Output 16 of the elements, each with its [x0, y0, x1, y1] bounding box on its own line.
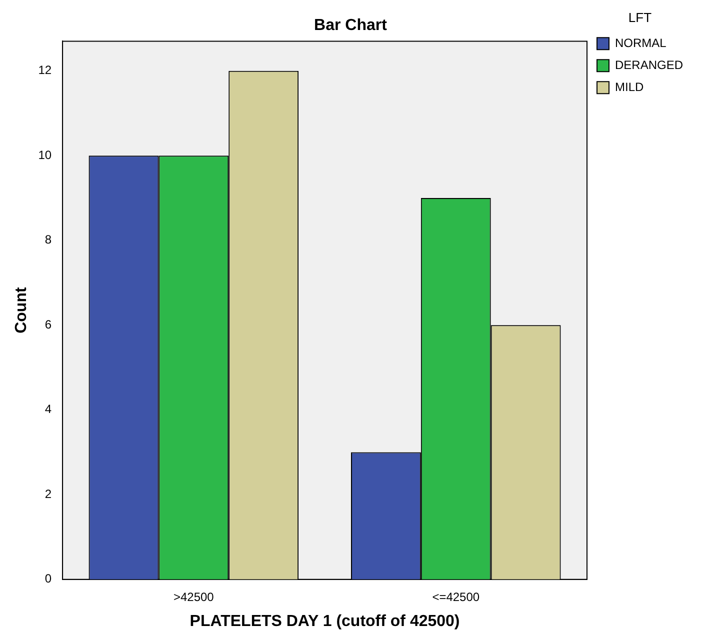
x-axis-title: PLATELETS DAY 1 (cutoff of 42500) — [190, 612, 460, 630]
y-tick-label: 8 — [44, 232, 52, 247]
x-tick-label: <=42500 — [432, 590, 480, 604]
y-tick-label: 6 — [44, 317, 52, 332]
y-tick-label: 0 — [44, 572, 52, 586]
legend-title: LFT — [628, 10, 652, 26]
x-tick-label: >42500 — [173, 590, 214, 604]
legend-label: DERANGED — [614, 58, 684, 72]
y-tick-label: 10 — [38, 148, 52, 162]
legend-label: NORMAL — [614, 36, 667, 50]
y-tick-label: 2 — [44, 486, 52, 501]
chart-title: Bar Chart — [314, 17, 388, 34]
y-axis-title: Count — [13, 286, 30, 334]
legend-label: MILD — [614, 80, 644, 94]
y-tick-label: 12 — [38, 63, 52, 78]
y-tick-label: 4 — [44, 402, 52, 416]
